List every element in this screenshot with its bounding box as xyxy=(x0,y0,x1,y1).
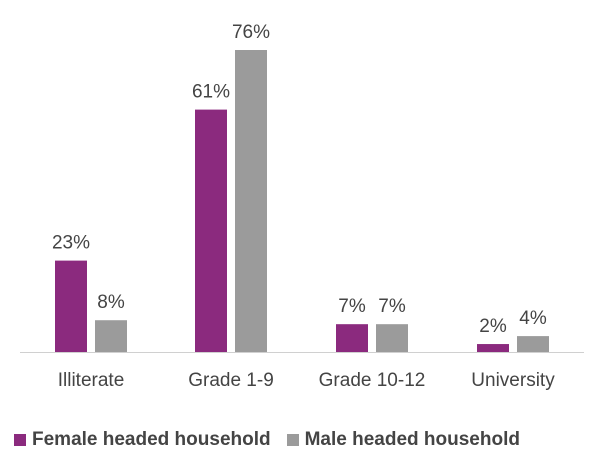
value-label-female-2: 7% xyxy=(338,296,366,317)
category-labels-group: Illiterate Grade 1-9 Grade 10-12 University xyxy=(58,370,555,391)
bar-male-3 xyxy=(517,336,549,352)
category-label-3: University xyxy=(471,370,555,391)
legend: Female headed household Male headed hous… xyxy=(14,429,536,451)
legend-label-male: Male headed household xyxy=(304,429,520,450)
bar-female-3 xyxy=(477,344,509,352)
bar-male-1 xyxy=(235,50,267,352)
legend-label-female: Female headed household xyxy=(32,429,271,450)
bar-male-0 xyxy=(95,320,127,352)
category-label-1: Grade 1-9 xyxy=(188,370,274,391)
value-label-male-2: 7% xyxy=(378,296,406,317)
legend-swatch-male xyxy=(286,434,299,446)
category-label-2: Grade 10-12 xyxy=(319,370,426,391)
value-label-female-1: 61% xyxy=(192,82,230,103)
value-label-male-0: 8% xyxy=(97,292,125,313)
value-label-female-3: 2% xyxy=(479,316,507,337)
value-label-female-0: 23% xyxy=(52,233,90,254)
value-label-male-3: 4% xyxy=(519,308,547,329)
value-labels-group: 23% 8% 61% 76% 7% 7% 2% 4% xyxy=(52,22,547,337)
category-label-0: Illiterate xyxy=(58,370,125,391)
bar-male-2 xyxy=(376,324,408,352)
legend-item-male: Male headed household xyxy=(286,429,520,451)
legend-swatch-female xyxy=(14,434,26,446)
value-label-male-1: 76% xyxy=(232,22,270,43)
bars-group xyxy=(55,50,549,353)
legend-item-female: Female headed household xyxy=(14,429,271,451)
bar-female-1 xyxy=(195,109,227,353)
bar-female-0 xyxy=(55,260,87,352)
bar-female-2 xyxy=(336,324,368,352)
